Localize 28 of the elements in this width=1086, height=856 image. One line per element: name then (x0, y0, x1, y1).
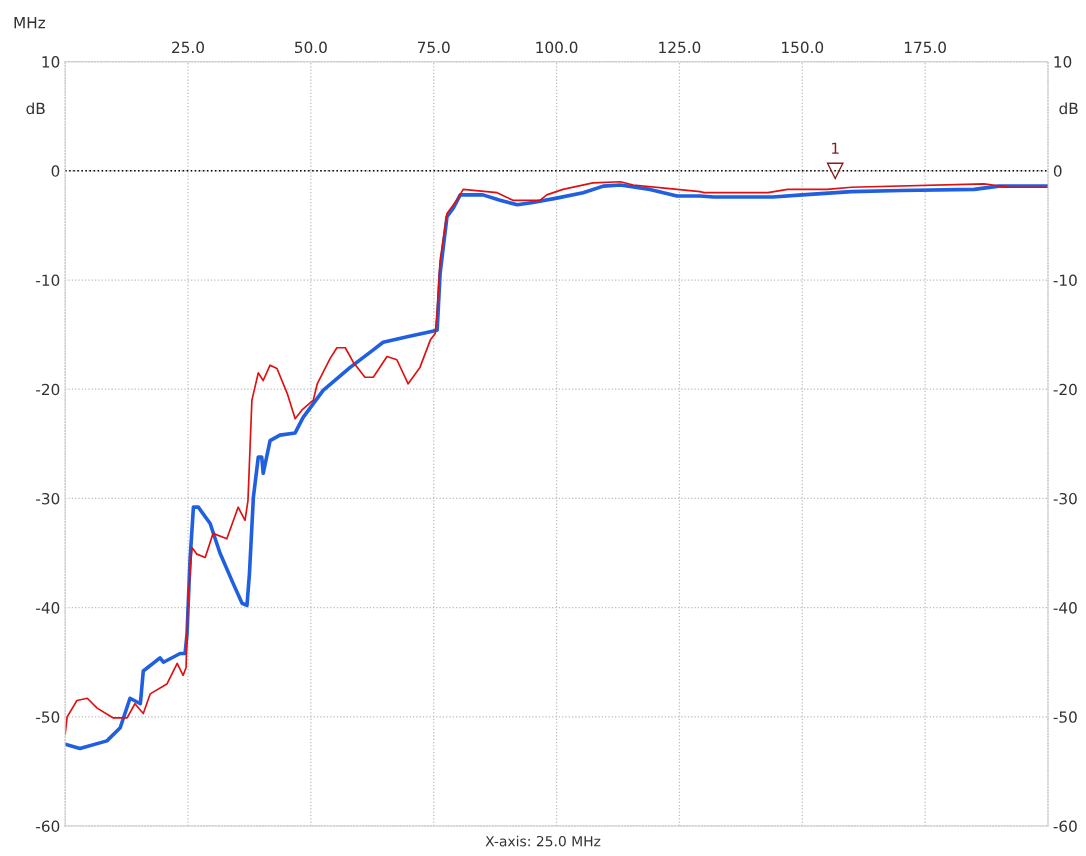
x-axis-title: MHz (14, 17, 46, 29)
y2-tick-label: -50 (1053, 711, 1077, 723)
annotation: 1 (832, 142, 839, 154)
y2-tick-label: -40 (1053, 602, 1077, 614)
y2-tick-label: -10 (1053, 274, 1077, 287)
y2-tick-label: 0 (1053, 165, 1062, 177)
y-tick-label: -60 (36, 820, 60, 833)
x-tick-label: 125.0 (659, 41, 701, 54)
y2-tick-label: -20 (1053, 383, 1077, 396)
y2-axis-title: dB (1059, 102, 1078, 115)
y-tick-label: -40 (36, 602, 60, 614)
y-tick-label: -50 (36, 711, 60, 723)
x-tick-label: 75.0 (417, 41, 450, 54)
y2-tick-label: -30 (1053, 492, 1077, 505)
y-tick-label: 10 (42, 56, 60, 68)
text: X-axis: 25.0 MHz (485, 835, 601, 847)
x-tick-label: 100.0 (536, 41, 578, 54)
y-tick-label: -30 (36, 492, 60, 505)
y2-tick-label: -60 (1053, 820, 1077, 833)
x-tick-label: 25.0 (172, 41, 205, 54)
x-tick-label: 50.0 (295, 41, 327, 54)
y-axis-title: dB (26, 102, 45, 115)
y-tick-label: -10 (36, 274, 60, 287)
y2-tick-label: 10 (1054, 56, 1072, 68)
x-tick-label: 175.0 (904, 41, 946, 54)
y-tick-label: 0 (51, 165, 60, 177)
y-tick-label: -20 (36, 383, 60, 396)
x-tick-label: 150.0 (782, 41, 824, 54)
